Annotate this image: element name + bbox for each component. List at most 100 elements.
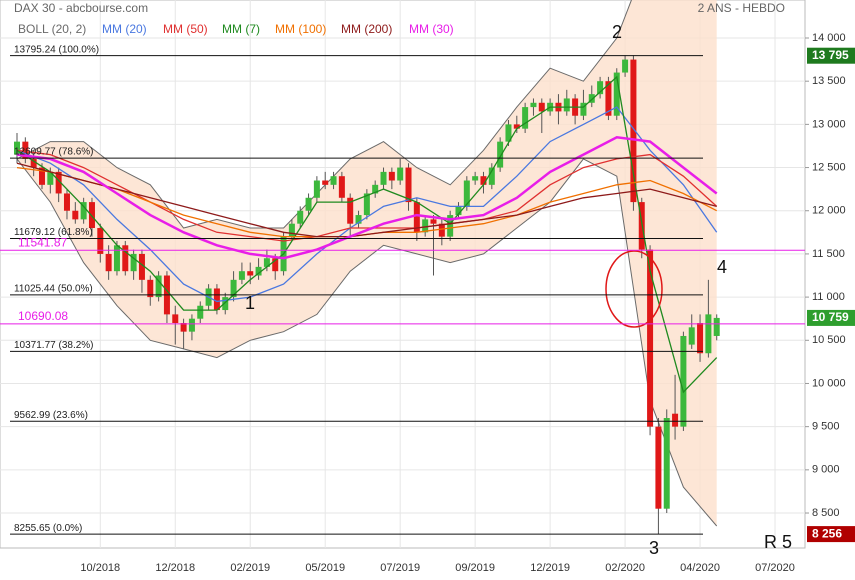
- chart-title: DAX 30 - abcbourse.com: [14, 1, 148, 15]
- y-tick-label: 13 500: [812, 75, 846, 87]
- price-tag: [807, 526, 855, 543]
- candle-body: [497, 141, 504, 168]
- y-tick-label: 10 000: [812, 377, 846, 389]
- candle-body: [663, 418, 670, 509]
- candle-body: [297, 210, 304, 224]
- candle-body: [405, 167, 412, 203]
- y-tick-label: 11 500: [812, 248, 845, 260]
- candle-body: [597, 81, 604, 95]
- candle-body: [238, 271, 245, 280]
- level-label: 11541.87: [18, 235, 67, 249]
- price-tag: [807, 47, 855, 64]
- candle-body: [355, 215, 362, 224]
- candle-body: [705, 314, 712, 354]
- y-tick-label: 14 000: [812, 32, 846, 44]
- candle-body: [688, 327, 695, 345]
- annotation: 4: [717, 257, 727, 277]
- legend-entry: MM (100): [275, 22, 326, 36]
- candle-body: [697, 323, 704, 354]
- candle-body: [622, 59, 629, 73]
- candle-body: [630, 59, 637, 203]
- fib-label: 12609.77 (78.6%): [14, 147, 94, 158]
- candle-body: [197, 305, 204, 319]
- candle-body: [113, 245, 120, 272]
- candle-body: [472, 176, 479, 181]
- candle-body: [647, 249, 654, 427]
- bollinger-lower: [16, 158, 718, 527]
- candle-body: [155, 275, 162, 298]
- candle-body: [14, 141, 20, 155]
- y-tick-label: 12 500: [812, 161, 846, 173]
- candle-body: [230, 279, 237, 298]
- x-tick-label: 05/2019: [305, 562, 345, 574]
- candle-body: [422, 219, 429, 233]
- fib-label: 10371.77 (38.2%): [14, 340, 94, 351]
- candle-body: [172, 314, 179, 324]
- candle-body: [613, 72, 620, 116]
- annotation: 2: [612, 22, 622, 42]
- candle-body: [213, 288, 220, 311]
- candle-body: [363, 193, 370, 216]
- annotation: 3: [649, 538, 659, 558]
- fib-label: 11679.12 (61.8%): [14, 227, 93, 238]
- candle-body: [530, 102, 537, 108]
- moving-average: [16, 106, 718, 303]
- candle-body: [388, 171, 395, 181]
- y-tick-label: 10 500: [812, 334, 846, 346]
- candle-body: [580, 102, 587, 116]
- candle-body: [463, 180, 470, 207]
- candle-body: [480, 176, 487, 185]
- candle-body: [438, 223, 445, 237]
- candle-body: [397, 167, 404, 181]
- fib-label: 9562.99 (23.6%): [14, 410, 88, 421]
- y-tick-label: 12 000: [812, 205, 846, 217]
- candle-body: [313, 180, 320, 198]
- candle-body: [430, 219, 437, 224]
- legend-entry: BOLL (20, 2): [18, 22, 86, 36]
- candle-body: [272, 258, 279, 272]
- candle-body: [80, 202, 87, 220]
- candle-body: [372, 184, 379, 194]
- candle-body: [380, 171, 387, 185]
- candle-body: [288, 223, 295, 237]
- fib-label: 8255.65 (0.0%): [14, 523, 82, 534]
- candle-body: [322, 180, 329, 185]
- candle-body: [188, 318, 195, 332]
- candle-body: [138, 253, 145, 280]
- candle-body: [672, 413, 679, 427]
- candle-body: [263, 258, 270, 267]
- legend-entry: MM (200): [341, 22, 392, 36]
- x-tick-label: 10/2018: [80, 562, 120, 574]
- candle-body: [222, 297, 229, 311]
- x-tick-label: 09/2019: [455, 562, 495, 574]
- annotation: 1: [245, 293, 255, 313]
- legend-entry: MM (30): [409, 22, 454, 36]
- candle-body: [488, 167, 495, 185]
- moving-average: [16, 162, 717, 238]
- price-tag-label: 8 256: [812, 526, 842, 540]
- candle-body: [455, 206, 462, 216]
- y-tick-label: 8 500: [812, 507, 840, 519]
- candle-body: [330, 176, 337, 185]
- legend-entry: MM (7): [222, 22, 260, 36]
- legend-entry: MM (50): [163, 22, 208, 36]
- candle-body: [655, 426, 662, 509]
- y-tick-label: 11 000: [812, 291, 845, 303]
- candle-body: [105, 253, 112, 272]
- candle-body: [713, 317, 720, 336]
- candle-body: [63, 193, 70, 211]
- candle-body: [55, 171, 62, 194]
- candle-body: [147, 279, 154, 298]
- price-tag: [807, 309, 855, 326]
- candle-body: [680, 335, 687, 427]
- y-tick-label: 9 000: [812, 464, 840, 476]
- bollinger-upper: [16, 0, 632, 229]
- chart-subtitle: 2 ANS - HEBDO: [698, 1, 785, 15]
- x-tick-label: 04/2020: [680, 562, 720, 574]
- candle-body: [255, 266, 262, 276]
- moving-average: [16, 136, 718, 260]
- candle-body: [513, 124, 520, 129]
- candle-body: [247, 271, 254, 276]
- candle-body: [88, 202, 95, 229]
